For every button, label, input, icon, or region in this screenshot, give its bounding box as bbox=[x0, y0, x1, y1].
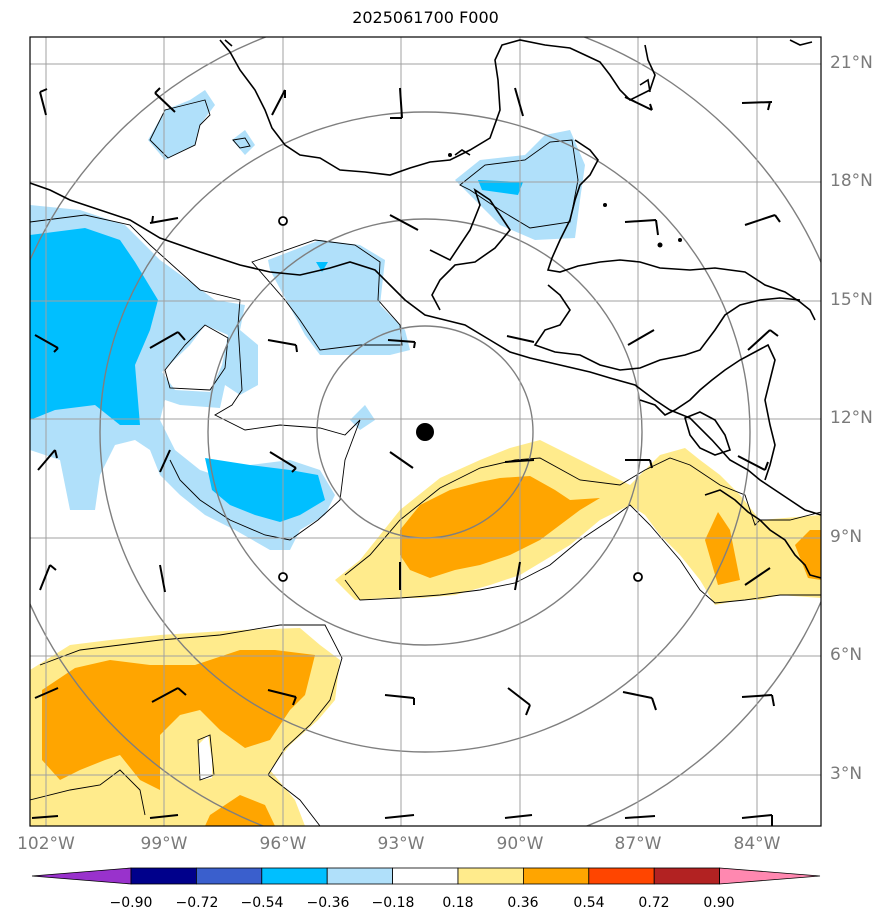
colorbar-tick-label: −0.90 bbox=[109, 895, 153, 911]
colorbar-tick-label: 0.36 bbox=[507, 895, 539, 911]
lat-label-12n: 12°N bbox=[830, 408, 873, 428]
colorbar-segment bbox=[392, 867, 459, 885]
coastline bbox=[30, 39, 821, 579]
lon-label-102w: 102°W bbox=[17, 834, 75, 854]
colorbar-segment bbox=[523, 867, 590, 885]
lat-label-6n: 6°N bbox=[830, 645, 863, 665]
range-rings bbox=[30, 37, 821, 826]
colorbar-tick-label: 0.54 bbox=[573, 895, 605, 911]
storm-center-marker bbox=[416, 423, 434, 441]
lat-label-18n: 18°N bbox=[830, 171, 873, 191]
colorbar-tick-label: 0.72 bbox=[638, 895, 670, 911]
lon-label-96w: 96°W bbox=[259, 834, 307, 854]
colorbar-tick-label: −0.54 bbox=[240, 895, 284, 911]
colorbar-tick-label: −0.72 bbox=[175, 895, 219, 911]
colorbar bbox=[31, 867, 821, 885]
neutral-hole bbox=[162, 325, 228, 392]
colorbar-extend-high bbox=[719, 867, 821, 885]
colorbar-tick-label: 0.18 bbox=[442, 895, 474, 911]
calm-markers bbox=[278, 216, 643, 582]
lon-label-90w: 90°W bbox=[496, 834, 544, 854]
negative-anomaly-medium bbox=[30, 180, 523, 522]
graticule bbox=[30, 37, 821, 826]
map-frame bbox=[29, 36, 822, 827]
lon-label-99w: 99°W bbox=[140, 834, 188, 854]
positive-anomaly-orange bbox=[42, 476, 821, 826]
lon-label-87w: 87°W bbox=[614, 834, 662, 854]
lat-label-3n: 3°N bbox=[830, 764, 863, 784]
colorbar-segment bbox=[261, 867, 328, 885]
colorbar-extend-low bbox=[31, 867, 132, 885]
colorbar-segment bbox=[130, 867, 197, 885]
wind-barbs bbox=[31, 87, 781, 826]
lat-label-9n: 9°N bbox=[830, 527, 863, 547]
colorbar-tick-label: −0.36 bbox=[306, 895, 350, 911]
colorbar-segment bbox=[653, 867, 721, 885]
lat-label-21n: 21°N bbox=[830, 53, 873, 73]
lat-label-15n: 15°N bbox=[830, 290, 873, 310]
contour-lines bbox=[30, 99, 821, 826]
lon-label-93w: 93°W bbox=[377, 834, 425, 854]
colorbar-segment bbox=[588, 867, 655, 885]
colorbar-segment bbox=[326, 867, 394, 885]
colorbar-tick-label: −0.18 bbox=[371, 895, 415, 911]
colorbar-segment bbox=[195, 867, 263, 885]
map-title: 2025061700 F000 bbox=[352, 8, 499, 27]
colorbar-tick-label: 0.90 bbox=[703, 895, 735, 911]
colorbar-segment bbox=[457, 867, 524, 885]
lon-label-84w: 84°W bbox=[733, 834, 781, 854]
